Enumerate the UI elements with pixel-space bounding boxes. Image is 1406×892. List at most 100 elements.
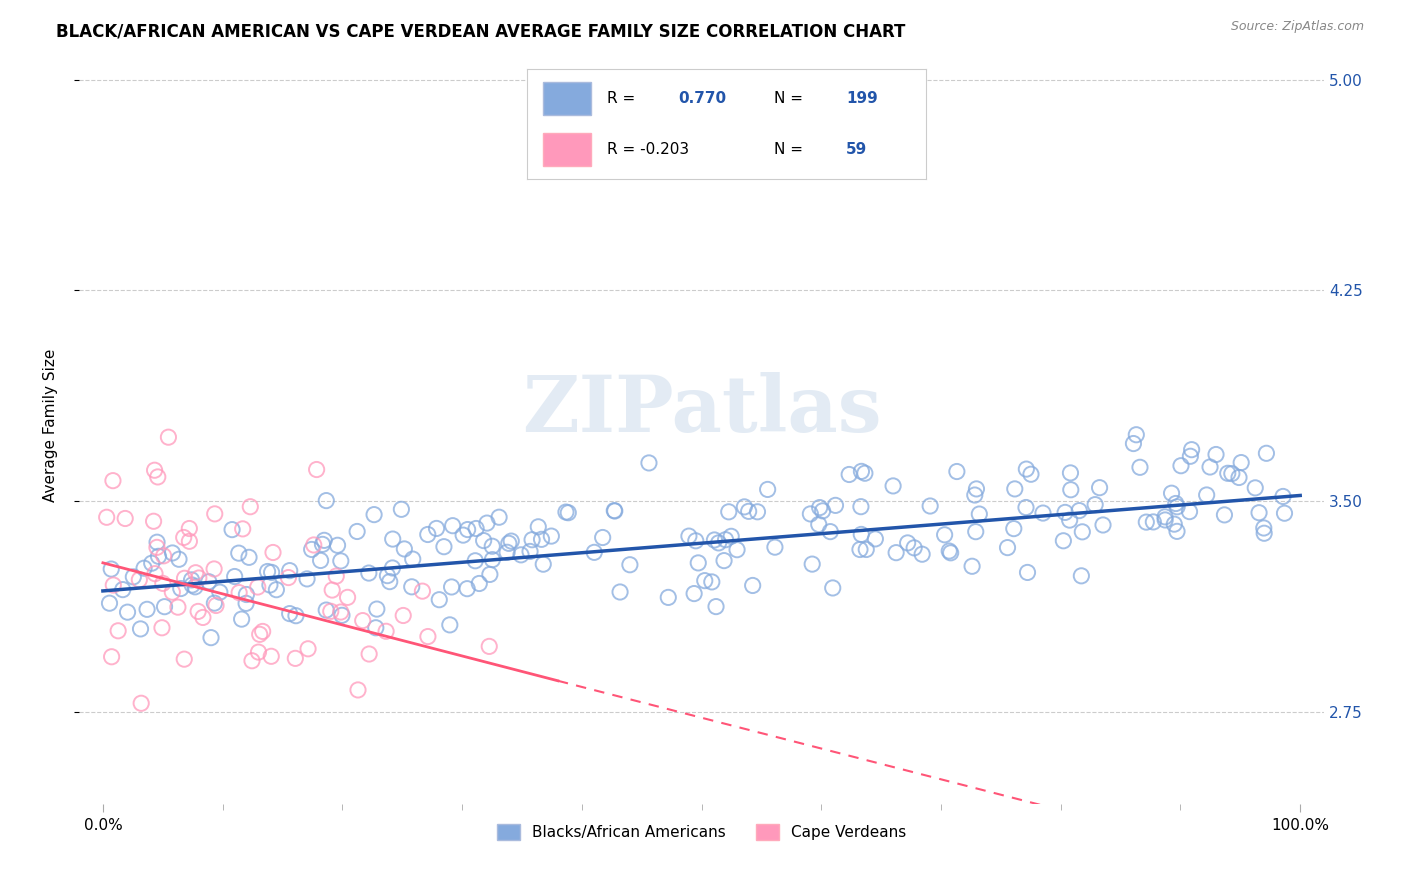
Point [1071,524,1094,539]
Point [330,608,353,623]
Point [259,578,281,592]
Point [609,585,631,599]
Point [204,507,226,521]
Point [747,505,769,519]
Point [763,540,786,554]
Point [315,493,337,508]
Point [678,529,700,543]
Point [198,574,221,589]
Point [965,524,987,539]
Point [475,516,498,530]
Point [1170,458,1192,473]
Point [934,528,956,542]
Point [465,521,488,535]
Point [132,561,155,575]
Point [997,541,1019,555]
Point [946,465,969,479]
Point [531,557,554,571]
Point [366,602,388,616]
Point [592,531,614,545]
Point [1091,518,1114,533]
Point [882,479,904,493]
Point [148,549,170,564]
Point [231,612,253,626]
Point [464,554,486,568]
Point [425,521,447,535]
Point [157,430,180,444]
Point [1060,483,1083,497]
Point [938,544,960,558]
Point [1015,462,1038,476]
Point [311,537,333,551]
Point [117,605,139,619]
Point [481,539,503,553]
Point [232,522,254,536]
Point [302,538,325,552]
Point [295,572,318,586]
Point [865,532,887,546]
Point [136,602,159,616]
Point [911,547,934,561]
Point [855,542,877,557]
Point [162,546,184,560]
Point [319,604,342,618]
Point [897,536,920,550]
Point [603,504,626,518]
Point [411,584,433,599]
Point [1088,481,1111,495]
Point [141,556,163,570]
Point [96,510,118,524]
Point [468,576,491,591]
Point [1164,496,1187,510]
Point [377,568,399,582]
Point [181,578,204,592]
Point [167,552,190,566]
Point [235,596,257,610]
Point [363,508,385,522]
Point [101,474,124,488]
Point [98,596,121,610]
Point [713,553,735,567]
Point [187,604,209,618]
Point [704,599,727,614]
Point [173,652,195,666]
Point [1142,515,1164,529]
Point [240,654,263,668]
Text: BLACK/AFRICAN AMERICAN VS CAPE VERDEAN AVERAGE FAMILY SIZE CORRELATION CHART: BLACK/AFRICAN AMERICAN VS CAPE VERDEAN A… [56,22,905,40]
Point [1054,505,1077,519]
Point [1195,488,1218,502]
Point [849,542,872,557]
Point [530,533,553,547]
Point [152,549,174,563]
Point [439,618,461,632]
Point [811,504,834,518]
Point [1213,508,1236,522]
Point [416,527,439,541]
Point [1244,481,1267,495]
Point [392,608,415,623]
Point [1274,506,1296,520]
Point [540,529,562,543]
Point [519,544,541,558]
Point [1247,506,1270,520]
Point [807,517,830,532]
Point [1216,467,1239,481]
Point [1272,490,1295,504]
Point [498,536,520,550]
Point [433,540,456,554]
Point [228,546,250,560]
Point [440,580,463,594]
Point [347,682,370,697]
Point [457,523,479,537]
Point [619,558,641,572]
Point [1122,436,1144,450]
Point [1125,427,1147,442]
Point [683,586,706,600]
Point [184,566,207,580]
Point [1178,505,1201,519]
Point [266,582,288,597]
Point [472,533,495,548]
Point [557,506,579,520]
Point [305,462,328,476]
Point [737,504,759,518]
